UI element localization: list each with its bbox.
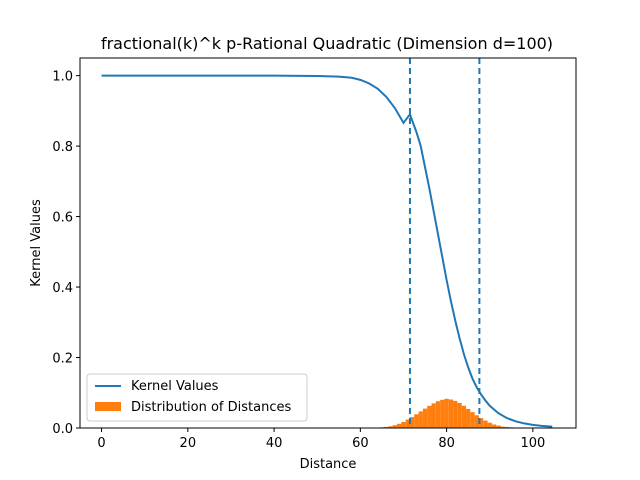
histogram-bar	[427, 405, 432, 428]
plot-area	[101, 58, 553, 428]
histogram-bar	[409, 417, 415, 428]
histogram-bar	[457, 402, 462, 428]
histogram-bar	[491, 424, 497, 428]
histogram-bar	[474, 415, 479, 428]
histogram-bar	[440, 399, 445, 428]
histogram-bar	[384, 426, 389, 428]
x-tick-label: 80	[438, 436, 455, 451]
legend-entry-distance-distribution: Distribution of Distances	[131, 400, 291, 415]
x-tick-label: 60	[352, 436, 369, 451]
x-axis-label: Distance	[300, 457, 357, 472]
y-tick-label: 0.0	[52, 422, 73, 437]
histogram-bar	[422, 408, 428, 428]
histogram-bar	[500, 426, 505, 428]
histogram-bar	[448, 399, 454, 428]
legend: Kernel Values Distribution of Distances	[86, 373, 308, 422]
histogram-bar	[401, 422, 406, 428]
histogram-bar	[444, 398, 449, 428]
axis-ticks: 0 20 40 60 80 100 0.0 0.2 0.4 0.6 0.8 1.0	[52, 70, 545, 451]
histogram-bar	[405, 419, 410, 428]
histogram-bar	[388, 426, 393, 428]
histogram-bar	[504, 426, 510, 428]
plot-frame	[79, 57, 577, 429]
histogram-bar	[487, 422, 492, 428]
y-tick-label: 1.0	[52, 70, 73, 85]
histogram-bar	[418, 411, 423, 428]
histogram-bar	[466, 408, 471, 428]
chart-title: fractional(k)^k p-Rational Quadratic (Di…	[101, 34, 553, 53]
y-axis-label: Kernel Values	[29, 199, 44, 287]
histogram-bar	[496, 425, 501, 428]
y-tick-label: 0.2	[52, 352, 73, 367]
histogram-bar	[435, 401, 441, 428]
y-tick-label: 0.4	[52, 281, 73, 296]
histogram-bar	[461, 405, 467, 428]
histogram-bar	[478, 418, 484, 428]
histogram-bar	[483, 420, 488, 428]
x-tick-label: 20	[180, 436, 197, 451]
x-tick-label: 0	[97, 436, 105, 451]
legend-entry-kernel-values: Kernel Values	[131, 379, 219, 394]
histogram-bar	[431, 403, 436, 428]
x-tick-label: 40	[266, 436, 283, 451]
histogram-bar	[453, 400, 458, 428]
histogram-bar	[414, 414, 419, 428]
histogram-bar	[392, 425, 398, 428]
kernel-values-line	[101, 74, 553, 428]
y-tick-label: 0.8	[52, 140, 73, 155]
histogram-bar	[397, 423, 402, 428]
histogram-bar	[470, 412, 475, 428]
legend-box	[86, 373, 308, 422]
y-tick-label: 0.6	[52, 211, 73, 226]
x-tick-label: 100	[520, 436, 545, 451]
legend-bar-swatch	[95, 402, 121, 411]
